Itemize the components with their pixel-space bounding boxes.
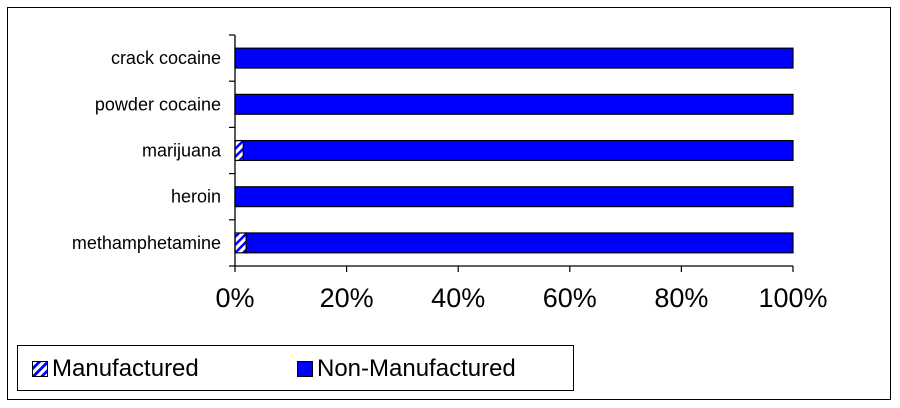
legend: Manufactured Non-Manufactured xyxy=(17,345,574,391)
bar-marijuana-manufactured xyxy=(234,139,244,162)
legend-label-non-manufactured: Non-Manufactured xyxy=(317,355,516,382)
bar-methamphetamine-non-manufactured xyxy=(245,232,794,254)
bar-crack-cocaine-non-manufactured xyxy=(234,47,794,69)
x-tick-label-60-: 60% xyxy=(543,283,597,313)
x-tick-label-100-: 100% xyxy=(758,283,827,313)
bar-heroin-non-manufactured xyxy=(234,186,794,208)
legend-swatch-non-manufactured xyxy=(297,361,313,377)
bar-methamphetamine-manufactured xyxy=(234,232,247,254)
x-tick-label-40-: 40% xyxy=(431,283,485,313)
legend-item-non-manufactured: Non-Manufactured xyxy=(297,356,516,382)
category-label-heroin: heroin xyxy=(171,187,221,207)
x-tick-label-20-: 20% xyxy=(320,283,374,313)
category-label-powder-cocaine: powder cocaine xyxy=(95,94,221,114)
bar-powder-cocaine-non-manufactured xyxy=(234,93,794,115)
x-tick-label-80-: 80% xyxy=(654,283,708,313)
x-tick-label-0-: 0% xyxy=(215,283,254,313)
category-label-crack-cocaine: crack cocaine xyxy=(111,48,221,68)
legend-swatch-manufactured xyxy=(32,361,48,377)
category-label-marijuana: marijuana xyxy=(142,141,222,161)
bar-marijuana-non-manufactured xyxy=(242,139,794,162)
category-label-methamphetamine: methamphetamine xyxy=(72,233,221,253)
legend-label-manufactured: Manufactured xyxy=(52,355,199,382)
legend-item-manufactured: Manufactured xyxy=(32,356,199,382)
